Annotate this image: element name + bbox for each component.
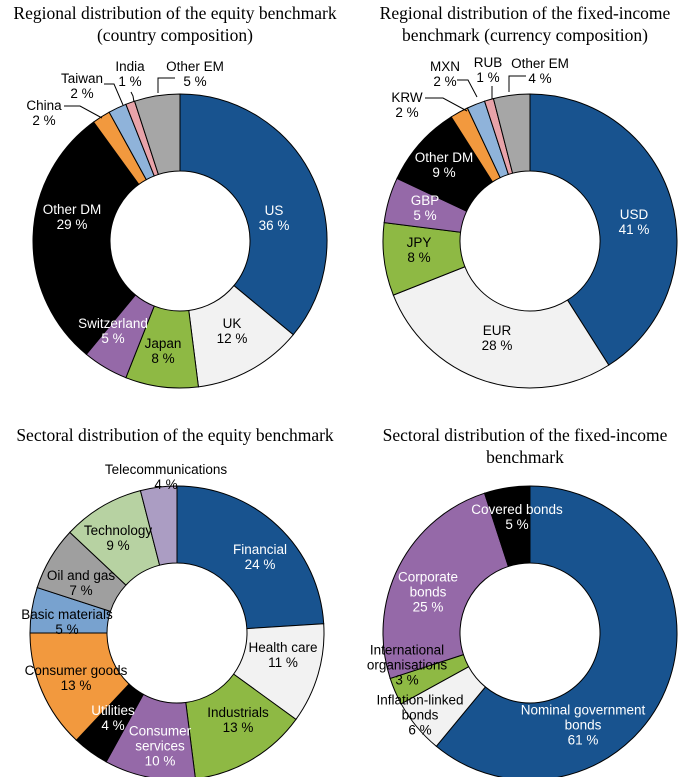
slice-label-japan: Japan 8 % bbox=[145, 336, 182, 366]
leader-line-other-em bbox=[508, 75, 526, 92]
slice-financial bbox=[176, 485, 325, 630]
slice-label-covered-bonds: Covered bonds 5 % bbox=[471, 502, 563, 532]
chart-title-fixed-income-sectoral: Sectoral distribution of the fixed-incom… bbox=[350, 424, 700, 468]
slice-other-dm bbox=[32, 121, 140, 355]
chart-panel-fixed-income-regional: Regional distribution of the fixed-incom… bbox=[350, 0, 700, 390]
slice-us bbox=[179, 93, 328, 336]
donut-chart-equity-regional: US 36 % UK 12 % Japan 8 %Switzerland 5 % Other … bbox=[26, 59, 328, 389]
slice-label-utilities: Utilities 4 % bbox=[91, 703, 135, 733]
slice-label-nominal-government-bonds: Nominal government bonds 61 % bbox=[521, 703, 646, 748]
slice-corporate-bonds bbox=[382, 492, 509, 680]
leader-line-mxn bbox=[457, 79, 478, 98]
slice-label-mxn: MXN 2 % bbox=[430, 59, 460, 89]
donut-chart-fixed-income-regional: USD 41 % EUR 28 % JPY 8 % GBP 5 % Other DM 9 % KRW… bbox=[382, 55, 678, 389]
donut-chart-fixed-income-sectoral: Nominal government bonds 61 % Inflation-lin… bbox=[367, 485, 678, 777]
chart-title-fixed-income-regional: Regional distribution of the fixed-incom… bbox=[350, 2, 700, 46]
leader-line-china bbox=[64, 105, 103, 119]
slice-label-international-organisations: International organisations 3 % bbox=[367, 643, 448, 688]
slice-label-other-dm: Other DM 29 % bbox=[43, 202, 102, 232]
slice-label-us: US 36 % bbox=[259, 203, 290, 233]
slice-label-industrials: Industrials 13 % bbox=[207, 705, 269, 735]
slice-label-eur: EUR 28 % bbox=[482, 323, 513, 353]
slice-industrials bbox=[185, 673, 297, 777]
chart-title-line: benchmark bbox=[486, 447, 564, 467]
slice-other-em bbox=[492, 93, 531, 174]
chart-title-line: Regional distribution of the equity benc… bbox=[13, 3, 337, 23]
donut-chart-equity-sectoral: Financial 24 % Health care 11 % Industrials 1… bbox=[21, 462, 325, 777]
chart-title-line: Sectoral distribution of the fixed-incom… bbox=[382, 425, 668, 445]
slice-label-other-em: Other EM 4 % bbox=[511, 56, 569, 86]
slice-label-rub: RUB 1 % bbox=[474, 55, 503, 85]
slice-label-telecommunications: Telecommunications 4 % bbox=[105, 462, 228, 492]
slice-label-other-dm: Other DM 9 % bbox=[415, 150, 474, 180]
slice-label-oil-and-gas: Oil and gas 7 % bbox=[47, 568, 116, 598]
slice-label-other-em: Other EM 5 % bbox=[166, 59, 224, 89]
slice-label-krw: KRW 2 % bbox=[391, 90, 423, 120]
chart-panel-fixed-income-sectoral: Sectoral distribution of the fixed-incom… bbox=[350, 390, 700, 777]
chart-title-equity-regional: Regional distribution of the equity benc… bbox=[0, 2, 350, 46]
chart-title-line: (country composition) bbox=[96, 25, 253, 45]
slice-label-consumer-goods: Consumer goods 13 % bbox=[25, 663, 128, 693]
slice-label-gbp: GBP 5 % bbox=[411, 193, 440, 223]
slice-eur bbox=[392, 266, 610, 389]
slice-label-technology: Technology 9 % bbox=[84, 523, 153, 553]
slice-label-taiwan: Taiwan 2 % bbox=[61, 71, 103, 101]
slice-other-em bbox=[133, 93, 181, 176]
slice-usd bbox=[529, 93, 678, 366]
slice-label-financial: Financial 24 % bbox=[233, 542, 287, 572]
slice-label-health-care: Health care 11 % bbox=[248, 640, 317, 670]
leader-line-krw bbox=[425, 97, 468, 112]
slice-label-consumer-services: Consumer services 10 % bbox=[129, 724, 192, 769]
chart-panel-equity-regional: Regional distribution of the equity benc… bbox=[0, 0, 350, 390]
slice-nominal-government-bonds bbox=[435, 485, 678, 777]
slice-label-basic-materials: Basic materials 5 % bbox=[21, 607, 113, 637]
slice-label-usd: USD 41 % bbox=[619, 207, 650, 237]
slice-label-switzerland: Switzerland 5 % bbox=[78, 316, 148, 346]
slice-label-corporate-bonds: Corporate bonds 25 % bbox=[398, 570, 458, 615]
slice-covered-bonds bbox=[483, 485, 531, 568]
leader-line-other-em bbox=[157, 77, 175, 93]
chart-title-line: Sectoral distribution of the equity benc… bbox=[16, 425, 334, 445]
slice-label-inflation-linked-bonds: Inflation-linked bonds 6 % bbox=[376, 693, 463, 738]
chart-title-line: Regional distribution of the fixed-incom… bbox=[379, 3, 671, 23]
chart-title-line: benchmark (currency composition) bbox=[402, 25, 648, 45]
slice-label-jpy: JPY 8 % bbox=[407, 235, 432, 265]
leader-line-india bbox=[130, 91, 135, 103]
slice-label-india: India 1 % bbox=[115, 59, 145, 89]
chart-panel-equity-sectoral: Sectoral distribution of the equity benc… bbox=[0, 390, 350, 777]
leader-line-taiwan bbox=[104, 83, 124, 106]
slice-label-china: China 2 % bbox=[26, 98, 62, 128]
chart-title-equity-sectoral: Sectoral distribution of the equity benc… bbox=[0, 424, 350, 446]
slice-telecommunications bbox=[139, 485, 178, 566]
slice-label-uk: UK 12 % bbox=[217, 316, 248, 346]
